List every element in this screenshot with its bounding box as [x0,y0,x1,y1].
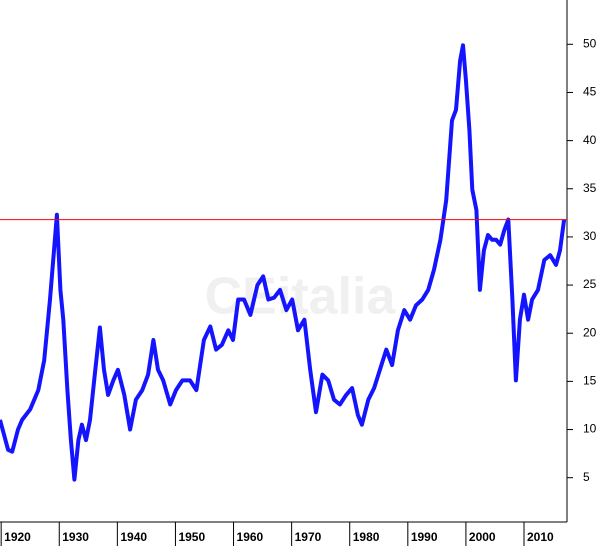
watermark: CEitalia [205,268,397,326]
y-tick-label: 20 [583,325,597,339]
x-tick-label: 1970 [295,530,322,544]
y-tick-label: 30 [583,229,597,243]
y-tick-label: 5 [583,470,590,484]
x-tick-label: 2010 [527,530,554,544]
y-tick-label: 10 [583,422,597,436]
y-tick-label: 35 [583,181,597,195]
y-tick-label: 15 [583,374,597,388]
y-tick-label: 25 [583,277,597,291]
x-tick-label: 2000 [469,530,496,544]
y-tick-label: 40 [583,133,597,147]
x-tick-label: 1980 [353,530,380,544]
x-tick-label: 1920 [4,530,31,544]
x-tick-label: 1950 [178,530,205,544]
series-line [0,43,567,482]
x-tick-label: 1990 [411,530,438,544]
x-tick-label: 1960 [237,530,264,544]
x-tick-label: 1940 [120,530,147,544]
y-tick-label: 50 [583,36,597,50]
x-tick-label: 1930 [62,530,89,544]
y-tick-label: 45 [583,85,597,99]
